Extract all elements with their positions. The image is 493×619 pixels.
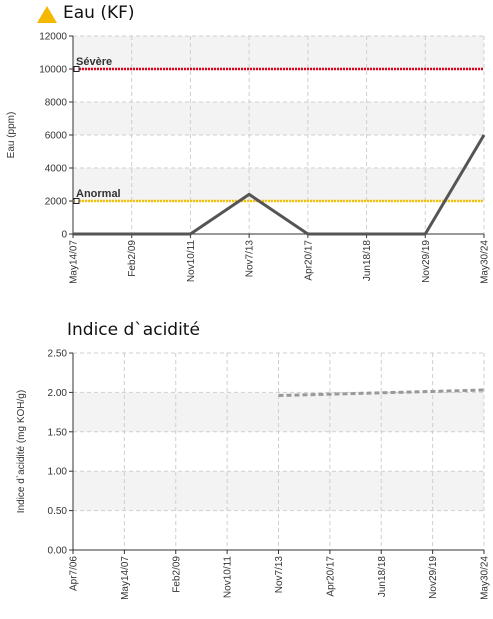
y-tick-label: 10000	[39, 65, 67, 76]
x-tick-label: Jun18/18	[362, 240, 373, 282]
x-tick-label: Nov29/19	[428, 556, 439, 599]
y-tick-label: 0	[61, 230, 67, 241]
y-tick-label: 12000	[39, 32, 67, 43]
grid-band	[73, 471, 484, 511]
threshold-marker	[73, 66, 80, 72]
y-tick-label: 2.00	[48, 388, 68, 399]
chart-title-acidity: Indice d`acidité	[67, 320, 200, 340]
x-tick-label: Nov7/13	[245, 240, 256, 278]
series-line	[73, 134, 486, 236]
x-tick-label: Jun18/18	[377, 556, 388, 598]
y-axis-label: Indice d`acidité (mg KOH/g)	[15, 390, 27, 513]
x-tick-label: Apr7/06	[69, 556, 80, 591]
y-tick-label: 4000	[45, 164, 68, 175]
x-tick-label: Apr20/17	[325, 556, 336, 597]
y-tick-label: 1.50	[48, 427, 68, 438]
y-axis-label: Eau (ppm)	[6, 112, 17, 159]
x-tick-label: Nov10/11	[223, 556, 234, 599]
y-tick-label: 2.50	[48, 349, 68, 360]
y-tick-label: 0.50	[48, 506, 68, 517]
x-tick-label: May14/07	[69, 240, 80, 284]
threshold-label: Anormal	[76, 188, 121, 200]
grid-band	[73, 36, 484, 69]
acidity-chart: 0.00 0.50 1.00 1.50 2.00 2.50 Apr7/06 May14/07 F…	[15, 349, 491, 600]
x-tick-label: Nov29/19	[421, 240, 432, 283]
x-tick-label: Apr20/17	[303, 240, 314, 281]
x-tick-label: May14/07	[120, 556, 131, 600]
water-chart: 0 2000 4000 6000 8000 10000 12000 May14/07 Feb2/…	[6, 32, 491, 284]
chart-title-water: Eau (KF)	[63, 3, 135, 23]
x-tick-label: Feb2/09	[127, 240, 138, 277]
x-tick-label: Nov10/11	[186, 240, 197, 283]
y-tick-label: 2000	[45, 197, 68, 208]
y-tick-label: 0.00	[48, 546, 68, 557]
threshold-marker	[73, 198, 80, 204]
y-tick-label: 6000	[45, 131, 68, 142]
grid-band	[73, 102, 484, 135]
warning-triangle-icon	[37, 6, 57, 23]
x-tick-label: Nov7/13	[274, 556, 285, 594]
grid-band	[73, 168, 484, 201]
y-tick-label: 1.00	[48, 467, 68, 478]
x-tick-label: May30/24	[480, 556, 491, 600]
x-tick-label: May30/24	[480, 240, 491, 284]
series-line	[278, 388, 485, 398]
x-tick-label: Feb2/09	[171, 556, 182, 593]
threshold-label: Sévère	[76, 56, 112, 68]
y-tick-label: 8000	[45, 98, 68, 109]
